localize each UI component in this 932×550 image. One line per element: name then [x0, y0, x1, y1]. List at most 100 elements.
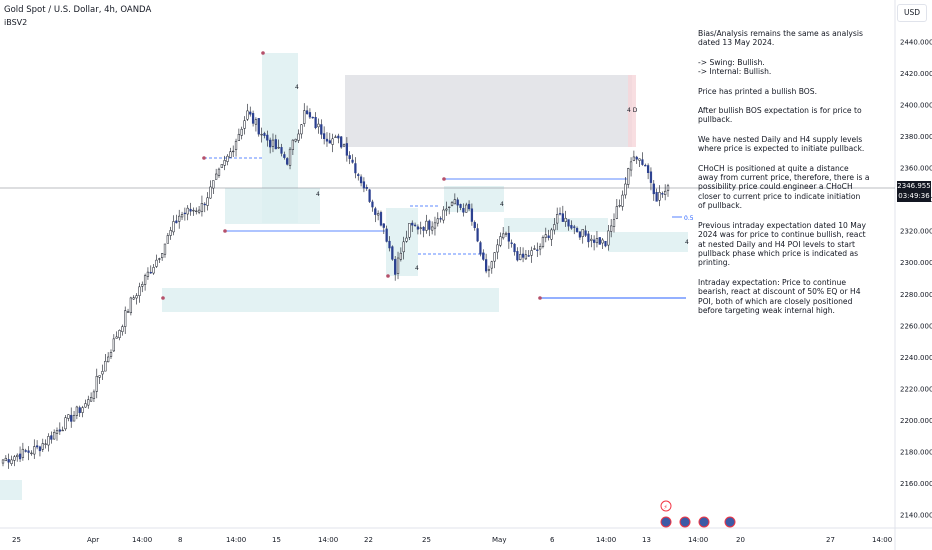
- internal-high-marker: [202, 156, 206, 160]
- event-icons[interactable]: ⚡: [660, 500, 736, 528]
- indicator-label[interactable]: iBSV2: [4, 18, 28, 27]
- candle-down: [561, 213, 564, 222]
- time-tick-label: 8: [178, 536, 182, 544]
- candle-up: [450, 202, 454, 206]
- candle-up: [126, 311, 130, 313]
- us-flag-event-icon-4[interactable]: [724, 516, 736, 528]
- candle-down: [175, 220, 178, 224]
- candle-up: [629, 161, 633, 171]
- candle-down: [394, 259, 397, 275]
- candle-up: [172, 221, 175, 233]
- price-tick-label: 2280.000: [900, 291, 932, 299]
- h4-demand-zone-7: [0, 480, 22, 500]
- candle-down: [567, 219, 570, 227]
- candle-down: [513, 243, 516, 253]
- price-tick-label: 2260.000: [900, 322, 932, 330]
- candle-up: [55, 430, 59, 434]
- us-flag-event-icon-3[interactable]: [698, 516, 710, 528]
- demand-origin-marker: [161, 296, 165, 300]
- candle-up: [254, 119, 258, 125]
- candle-up: [87, 399, 90, 406]
- candle-up: [67, 414, 70, 419]
- candle-down: [484, 259, 488, 272]
- candle-up: [408, 223, 411, 238]
- candle-up: [232, 150, 235, 153]
- candle-up: [101, 371, 104, 375]
- daily-supply-zone: [345, 75, 632, 147]
- h4-demand-zone-2: [225, 188, 320, 224]
- candle-down: [325, 138, 329, 142]
- candle-up: [141, 284, 144, 287]
- candle-up: [445, 208, 448, 211]
- current-price-value: 2346.955: [897, 182, 931, 190]
- candle-up: [627, 168, 630, 185]
- time-tick-label: 14:00: [132, 536, 152, 544]
- candle-down: [470, 208, 474, 222]
- analysis-note-8: Intraday expectation: Price to continue …: [698, 277, 861, 315]
- candle-up: [223, 160, 226, 166]
- analysis-note-2: -> Swing: Bullish. -> Internal: Bullish.: [698, 57, 772, 77]
- candle-down: [391, 246, 394, 260]
- candle-up: [217, 168, 221, 176]
- candle-down: [70, 414, 73, 422]
- candle-down: [510, 242, 513, 244]
- zone-label-4-d: 4: [685, 239, 689, 246]
- candle-up: [146, 271, 150, 277]
- currency-button[interactable]: USD: [897, 4, 927, 22]
- candle-up: [317, 123, 320, 128]
- candle-up: [209, 186, 212, 199]
- candle-down: [467, 203, 471, 210]
- candle-down: [357, 174, 360, 176]
- candle-up: [541, 236, 545, 247]
- candle-up: [237, 133, 241, 141]
- candle-up: [124, 310, 127, 327]
- time-tick-label: May: [492, 536, 506, 544]
- candle-down: [308, 112, 312, 118]
- candle-up: [334, 136, 337, 138]
- candle-up: [109, 352, 113, 357]
- candle-up: [192, 209, 195, 212]
- price-tick-label: 2420.000: [900, 70, 932, 78]
- us-flag-event-icon-2[interactable]: [679, 516, 691, 528]
- candle-up: [624, 183, 627, 196]
- candle-up: [121, 326, 124, 332]
- candles: [1, 103, 670, 469]
- analysis-note-6: CHoCH is positioned at quite a distance …: [698, 163, 870, 211]
- time-tick-label: 14:00: [318, 536, 338, 544]
- candle-down: [263, 133, 266, 136]
- candle-down: [592, 239, 596, 243]
- bos-origin-marker: [442, 177, 446, 181]
- candle-down: [649, 171, 653, 183]
- candle-down: [251, 113, 255, 124]
- candle-up: [98, 375, 101, 378]
- price-axis-labels: 2440.000 2420.000 2400.000 2380.000 2360.000…: [900, 39, 932, 520]
- candle-up: [112, 338, 115, 352]
- candle-down: [536, 249, 539, 251]
- candle-down: [269, 139, 272, 148]
- candle-down: [527, 255, 530, 257]
- candle-down: [257, 118, 260, 135]
- candle-down: [411, 222, 414, 226]
- us-flag-event-icon-1[interactable]: [660, 516, 672, 528]
- candle-up: [376, 213, 380, 216]
- candle-up: [212, 180, 215, 189]
- candle-up: [490, 261, 493, 269]
- candle-down: [604, 240, 607, 247]
- candle-up: [396, 257, 400, 274]
- candle-down: [311, 116, 314, 119]
- candle-up: [260, 133, 263, 136]
- candle-up: [502, 233, 505, 239]
- time-tick-label: 13: [642, 536, 651, 544]
- candle-down: [422, 226, 425, 231]
- candle-up: [564, 217, 567, 222]
- candle-down: [354, 163, 357, 174]
- candle-down: [547, 235, 550, 238]
- candle-up: [493, 252, 496, 262]
- candle-down: [635, 156, 638, 160]
- candle-up: [166, 235, 169, 244]
- candle-down: [348, 155, 351, 159]
- bar-countdown: 03:49:36: [898, 192, 930, 200]
- lightning-event-icon[interactable]: [660, 500, 672, 512]
- candle-up: [530, 250, 533, 256]
